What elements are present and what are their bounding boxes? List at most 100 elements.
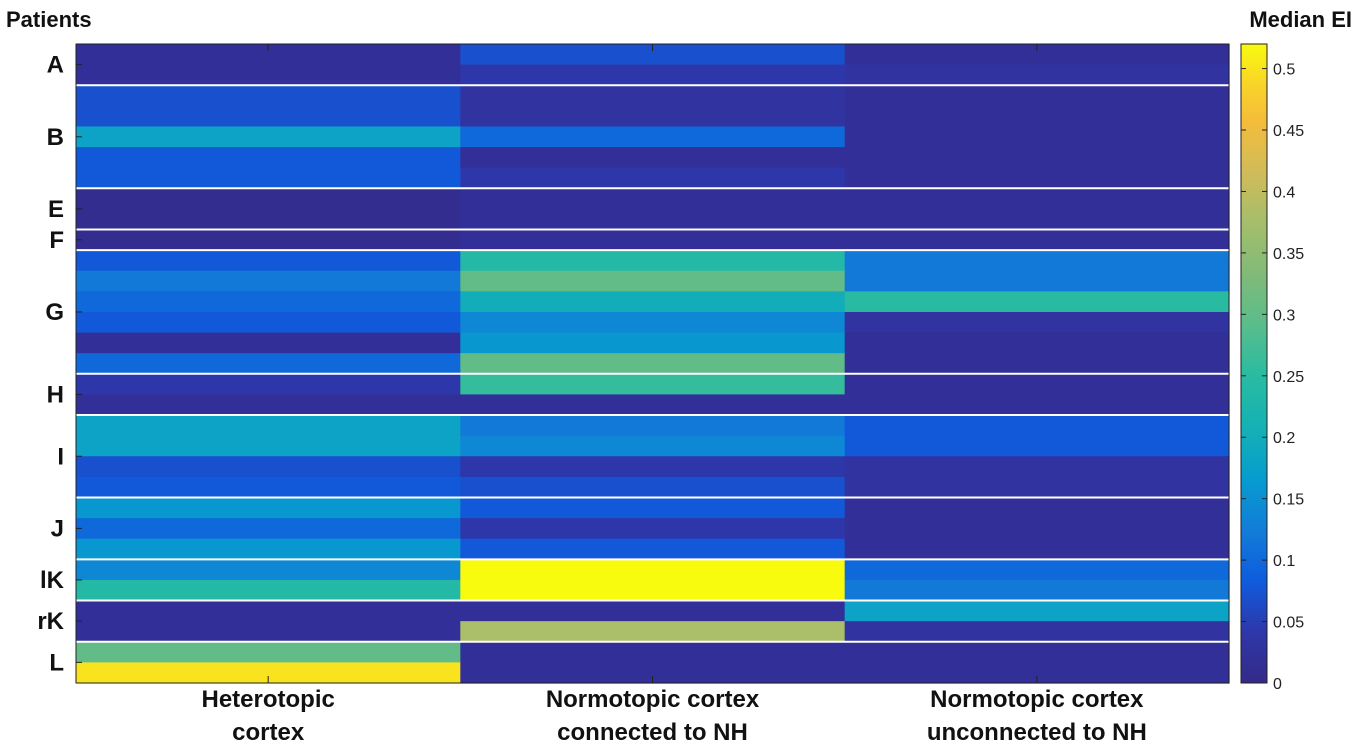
heatmap-cell: [844, 621, 1230, 643]
heatmap-cell: [76, 188, 461, 210]
patient-label: rK: [37, 608, 64, 635]
heatmap-cell: [844, 435, 1230, 457]
heatmap-cell: [460, 64, 846, 86]
heatmap-cell: [76, 559, 461, 581]
patient-label: lK: [40, 567, 65, 594]
heatmap-cell: [460, 373, 846, 396]
colorbar-tick-label: 0.1: [1273, 553, 1295, 570]
heatmap-cell: [76, 167, 461, 189]
patient-label: I: [57, 443, 64, 470]
heatmap-cell: [844, 44, 1230, 66]
heatmap-cell: [844, 641, 1230, 663]
heatmap-cell: [76, 600, 461, 622]
heatmap-cell: [460, 126, 846, 148]
heatmap-cell: [76, 456, 461, 478]
colorbar-tick-label: 0.4: [1273, 184, 1295, 201]
column-label: connected to NH: [557, 719, 748, 746]
heatmap-cell: [844, 167, 1230, 189]
colorbar-tick-label: 0.15: [1273, 492, 1304, 509]
heatmap-cell: [460, 662, 846, 684]
heatmap-cell: [844, 579, 1230, 602]
heatmap-cell: [460, 353, 846, 375]
colorbar-tick-label: 0.5: [1273, 62, 1295, 79]
heatmap-cell: [844, 291, 1230, 313]
colorbar-tick-label: 0: [1273, 676, 1282, 693]
patient-label: A: [47, 52, 64, 79]
heatmap-cell: [460, 270, 846, 292]
heatmap-cell: [76, 435, 461, 457]
heatmap-cell: [844, 456, 1230, 478]
heatmap-cell: [844, 188, 1230, 210]
heatmap-cell: [844, 559, 1230, 581]
heatmap-cell: [460, 476, 846, 499]
heatmap-cell: [460, 208, 846, 231]
colorbar: [1240, 43, 1268, 684]
heatmap-cell: [844, 311, 1230, 334]
heatmap-cell: [844, 373, 1230, 396]
patient-label: L: [49, 649, 64, 676]
heatmap-cell: [844, 415, 1230, 437]
heatmap-cell: [460, 579, 846, 602]
heatmap-cell: [460, 497, 846, 519]
heatmap-cell: [844, 85, 1230, 107]
heatmap-cell: [76, 311, 461, 334]
heatmap-cell: [76, 579, 461, 602]
heatmap-cell: [844, 105, 1230, 128]
heatmap-cell: [76, 332, 461, 354]
heatmap-cell: [76, 85, 461, 107]
heatmap-cell: [76, 147, 461, 169]
heatmap-cell: [460, 85, 846, 107]
colorbar-ticks: 0 0.05 0.1 0.15 0.2 0.25 0.3 0.35 0.4 0.45 0.5: [1241, 62, 1304, 693]
heatmap-cell: [76, 394, 461, 416]
heatmap-cell: [844, 270, 1230, 292]
heatmap-cell: [76, 621, 461, 643]
heatmap-cell: [76, 250, 461, 272]
heatmap-cell: [844, 229, 1230, 251]
patient-labels: A B EF G H I JlK rK L: [37, 52, 64, 677]
heatmap-cell: [76, 64, 461, 86]
column-label: Normotopic cortex: [546, 686, 760, 713]
colorbar-tick-label: 0.2: [1273, 430, 1295, 447]
heatmap-cell: [76, 353, 461, 375]
heatmap-cell: [76, 126, 461, 148]
y-axis-title: Patients: [6, 7, 92, 32]
heatmap-cell: [76, 662, 461, 684]
heatmap-cell: [844, 250, 1230, 272]
column-label: cortex: [232, 719, 305, 746]
heatmap-cell: [76, 208, 461, 231]
heatmap-cell: [460, 167, 846, 189]
colorbar-tick-label: 0.45: [1273, 123, 1304, 140]
heatmap-cell: [76, 105, 461, 128]
colorbar-tick-label: 0.3: [1273, 307, 1295, 324]
heatmap-cell: [76, 518, 461, 540]
heatmap-cell: [460, 311, 846, 334]
colorbar-title: Median EI: [1249, 7, 1352, 32]
heatmap-cell: [460, 435, 846, 457]
heatmap-cell: [76, 270, 461, 292]
heatmap-cell: [76, 229, 461, 251]
colorbar-tick-label: 0.05: [1273, 615, 1304, 632]
heatmap-cell: [844, 353, 1230, 375]
patient-label: B: [47, 124, 64, 151]
heatmap-cell: [460, 518, 846, 540]
heatmap-cell: [844, 538, 1230, 560]
heatmap-cell: [844, 147, 1230, 169]
heatmap-cell: [844, 126, 1230, 148]
heatmap-cell: [460, 291, 846, 313]
heatmap-cell: [76, 415, 461, 437]
heatmap-cell: [460, 621, 846, 643]
heatmap-cell: [460, 250, 846, 272]
heatmap-cell: [844, 497, 1230, 519]
heatmap-cell: [844, 476, 1230, 499]
patient-label: H: [47, 381, 64, 408]
heatmap-cell: [76, 291, 461, 313]
heatmap-cell: [844, 64, 1230, 86]
patient-label: F: [49, 227, 64, 254]
heatmap-cell: [76, 497, 461, 519]
heatmap-cell: [460, 538, 846, 560]
colorbar-tick-label: 0.35: [1273, 246, 1304, 263]
heatmap-cell: [460, 415, 846, 437]
heatmap-cell: [460, 600, 846, 622]
patient-label: J: [51, 515, 64, 542]
